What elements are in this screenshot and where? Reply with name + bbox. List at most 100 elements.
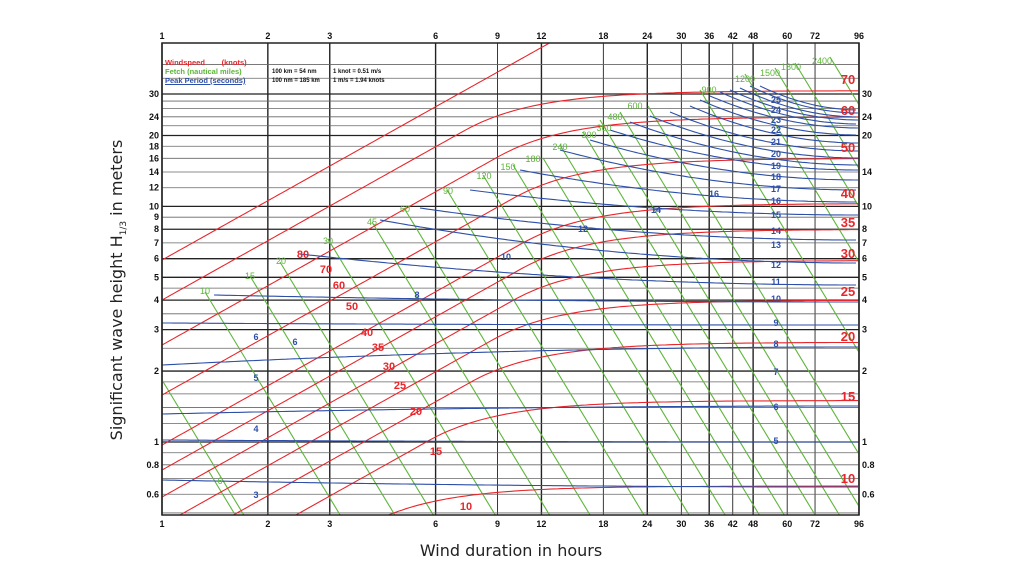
windspeed-label: 50 — [841, 140, 855, 155]
legend-period: Peak Period (seconds) — [165, 76, 246, 85]
period-line — [629, 121, 858, 166]
fetch-line — [744, 73, 859, 264]
period-label: 20 — [771, 149, 781, 159]
fetch-label: 45 — [367, 217, 377, 227]
period-label: 24 — [771, 105, 781, 115]
fetch-label: 1200 — [735, 74, 755, 84]
fetch-label: 30 — [323, 236, 333, 246]
period-label: 18 — [771, 172, 781, 182]
x-tick-bottom: 12 — [536, 519, 546, 529]
windspeed-label: 10 — [460, 501, 472, 513]
period-label: 8 — [414, 290, 419, 300]
fetch-line — [559, 144, 785, 515]
windspeed-line-40 — [162, 203, 859, 446]
fetch-label: 2400 — [812, 56, 832, 66]
fetch-label: 300 — [581, 130, 596, 140]
x-tick-top: 24 — [642, 31, 652, 41]
y-tick-left: 2 — [154, 366, 159, 376]
windspeed-line-70 — [162, 90, 858, 301]
fetch-line — [542, 157, 760, 515]
windspeed-line-15 — [294, 400, 858, 515]
y-tick-left: 20 — [149, 130, 159, 140]
period-line — [699, 99, 857, 136]
y-tick-left: 6 — [154, 254, 159, 264]
windspeed-label: 60 — [333, 280, 345, 292]
windspeed-line-80 — [162, 43, 551, 261]
period-line — [162, 346, 858, 366]
period-label: 9 — [773, 318, 778, 328]
fetch-label: 600 — [627, 101, 642, 111]
x-tick-top: 36 — [704, 31, 714, 41]
windspeed-label: 60 — [841, 103, 855, 118]
windspeed-line-60 — [162, 116, 858, 346]
period-lines — [162, 85, 859, 488]
period-line — [519, 169, 856, 203]
x-tick-top: 6 — [433, 31, 438, 41]
period-line — [162, 479, 858, 488]
y-tick-left: 18 — [149, 141, 159, 151]
x-tick-top: 1 — [159, 31, 164, 41]
period-label: 11 — [771, 277, 781, 287]
period-line — [709, 95, 859, 129]
x-tick-bottom: 9 — [495, 519, 500, 529]
windspeed-line-20 — [232, 341, 858, 515]
windspeed-label: 15 — [430, 446, 442, 458]
period-line — [299, 253, 856, 286]
fetch-line — [582, 131, 816, 515]
y-tick-left: 7 — [154, 238, 159, 248]
period-label: 5 — [773, 436, 778, 446]
fetch-label: 360 — [596, 123, 611, 133]
period-label: 19 — [771, 161, 781, 171]
y-tick-left: 10 — [149, 201, 159, 211]
period-label: 6 — [773, 402, 778, 412]
windspeed-label: 35 — [841, 215, 855, 230]
y-tick-left: 14 — [149, 167, 159, 177]
windspeed-label: 50 — [346, 301, 358, 313]
period-label: 6 — [253, 332, 258, 342]
fetch-label: 20 — [276, 256, 286, 266]
x-tick-bottom: 30 — [676, 519, 686, 529]
fetch-label: 10 — [200, 286, 210, 296]
y-tick-left: 24 — [149, 112, 159, 122]
period-line — [729, 89, 859, 121]
grid: 1122336699121218182424303036364242484860… — [146, 31, 874, 529]
conversion-knots-ms: 1 knot = 0.51 m/s 1 m/s = 1.94 knots — [333, 69, 385, 84]
windspeed-label: 30 — [383, 361, 395, 373]
fetch-line — [446, 189, 645, 515]
y-tick-left: 1 — [154, 437, 159, 447]
fetch-line — [512, 164, 726, 515]
fetch-label: 150 — [500, 162, 515, 172]
period-line — [379, 219, 856, 264]
fetch-label: 1800 — [781, 62, 801, 72]
x-tick-bottom: 6 — [433, 519, 438, 529]
windspeed-label: 70 — [320, 264, 332, 276]
y-tick-right: 30 — [862, 89, 872, 99]
x-tick-bottom: 36 — [704, 519, 714, 529]
y-tick-right: 5 — [862, 272, 867, 282]
period-label: 21 — [771, 137, 781, 147]
fetch-label: 90 — [443, 186, 453, 196]
fetch-label: 6 — [217, 476, 222, 486]
y-tick-left: 4 — [154, 295, 159, 305]
fetch-line — [647, 105, 859, 456]
y-tick-left: 5 — [154, 272, 159, 282]
y-axis-title: Significant wave height H1/3 in meters — [106, 139, 130, 441]
x-tick-bottom: 72 — [810, 519, 820, 529]
period-label: 14 — [651, 205, 661, 215]
windspeed-label: 25 — [394, 380, 406, 392]
period-line — [162, 439, 858, 443]
y-tick-right: 2 — [862, 366, 867, 376]
fetch-label: 60 — [400, 204, 410, 214]
windspeed-line-50 — [162, 158, 858, 396]
period-label: 17 — [771, 184, 781, 194]
period-label: 25 — [771, 95, 781, 105]
x-axis-title: Wind duration in hours — [419, 541, 603, 560]
period-label: 10 — [501, 252, 511, 262]
fetch-line — [482, 174, 690, 515]
windspeed-label: 40 — [841, 186, 855, 201]
fetch-label: 120 — [476, 171, 491, 181]
y-tick-right: 1 — [862, 437, 867, 447]
y-tick-right: 4 — [862, 295, 867, 305]
period-label: 5 — [253, 373, 258, 383]
windspeed-label: 15 — [841, 389, 855, 404]
